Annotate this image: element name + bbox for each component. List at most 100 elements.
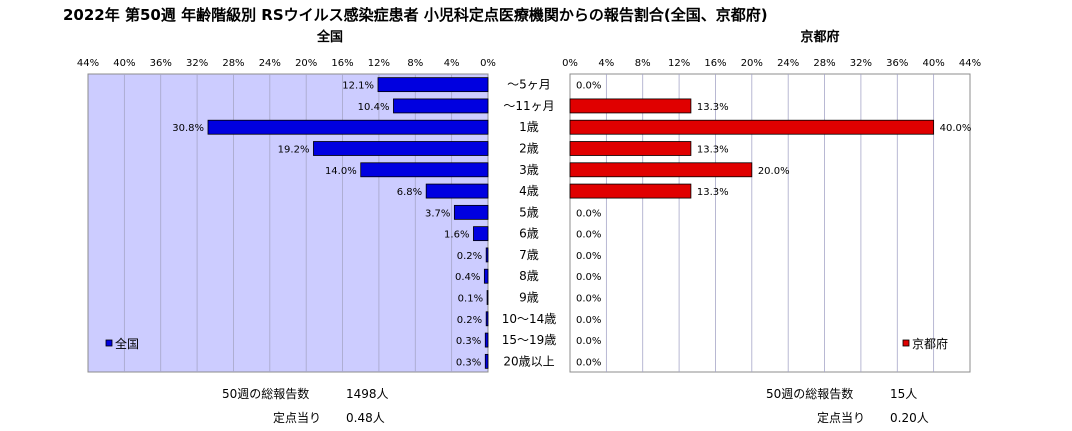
- left-bar: [483, 268, 489, 284]
- right-tick-label: 12%: [668, 58, 690, 69]
- right-bar: [569, 119, 935, 135]
- left-bar: [207, 119, 489, 135]
- right-legend-swatch: [902, 339, 910, 347]
- right-value-label: 0.0%: [576, 251, 601, 262]
- left-value-label: 0.4%: [455, 272, 480, 283]
- left-total-reports-value: 1498人: [346, 387, 389, 401]
- category-labels: ～5ヶ月 ～11ヶ月 1歳 2歳 3歳 4歳 5歳 6歳 7歳 8歳 9歳 10～14歳 15～19歳 2…: [502, 78, 557, 369]
- right-value-label: 0.0%: [576, 208, 601, 219]
- category-label: 20歳以上: [503, 354, 554, 368]
- left-tick-label: 32%: [186, 58, 208, 69]
- left-bar: [486, 290, 489, 305]
- right-per-sentinel-value: 0.20人: [890, 411, 929, 425]
- category-label: 5歳: [519, 205, 539, 219]
- left-value-label: 6.8%: [397, 187, 422, 198]
- left-footer: 50週の総報告数 1498人 定点当り 0.48人: [222, 386, 389, 425]
- right-total-reports-label: 50週の総報告数: [766, 386, 853, 401]
- left-bar: [453, 204, 489, 220]
- left-total-reports-label: 50週の総報告数: [222, 386, 309, 401]
- left-bar: [377, 77, 489, 93]
- left-plot-area: [87, 73, 489, 373]
- left-bar: [425, 183, 489, 199]
- right-bar: [569, 183, 692, 199]
- right-value-label: 0.0%: [576, 230, 601, 241]
- right-axis-ticks: 0% 4% 8% 12% 16% 20% 24% 28% 32% 36% 40% 44%: [562, 58, 981, 69]
- category-label: 3歳: [519, 163, 539, 177]
- right-value-label: 0.0%: [576, 357, 601, 368]
- left-tick-label: 4%: [444, 58, 460, 69]
- category-label: 6歳: [519, 227, 539, 241]
- left-value-label: 0.2%: [457, 315, 482, 326]
- left-tick-label: 12%: [368, 58, 390, 69]
- right-value-label: 0.0%: [576, 272, 601, 283]
- left-value-label: 19.2%: [278, 145, 310, 156]
- left-value-label: 30.8%: [172, 123, 204, 134]
- left-legend-label: 全国: [115, 336, 139, 351]
- right-bar: [569, 141, 692, 156]
- right-value-label: 0.0%: [576, 294, 601, 305]
- left-value-labels: 12.1% 10.4% 30.8% 19.2% 14.0% 6.8%3.7% 1.6% 0.2…: [172, 81, 483, 369]
- left-tick-label: 24%: [259, 58, 281, 69]
- right-bars: [569, 98, 935, 199]
- left-legend-swatch: [105, 339, 113, 347]
- right-plot-area: [569, 73, 971, 373]
- right-chart-title: 京都府: [800, 29, 839, 45]
- left-legend: 全国: [105, 336, 139, 351]
- right-bar: [569, 98, 692, 114]
- category-label: ～11ヶ月: [503, 99, 554, 113]
- left-bar: [484, 332, 489, 348]
- left-bar: [484, 353, 489, 369]
- left-value-label: 1.6%: [444, 230, 469, 241]
- right-tick-label: 44%: [959, 58, 981, 69]
- right-tick-label: 24%: [777, 58, 799, 69]
- right-per-sentinel-label: 定点当り: [817, 410, 865, 425]
- right-tick-label: 36%: [886, 58, 908, 69]
- right-tick-label: 0%: [562, 58, 578, 69]
- left-tick-label: 20%: [295, 58, 317, 69]
- left-per-sentinel-value: 0.48人: [346, 411, 385, 425]
- right-tick-label: 20%: [741, 58, 763, 69]
- category-label: 8歳: [519, 269, 539, 283]
- right-tick-label: 16%: [704, 58, 726, 69]
- left-value-label: 3.7%: [425, 208, 450, 219]
- category-label: 15～19歳: [502, 333, 557, 347]
- right-legend-label: 京都府: [912, 336, 948, 351]
- left-value-label: 0.1%: [458, 294, 483, 305]
- left-value-label: 0.2%: [457, 251, 482, 262]
- left-value-label: 12.1%: [342, 81, 374, 92]
- left-bar: [313, 141, 489, 156]
- category-label: 7歳: [519, 248, 539, 262]
- right-value-label: 13.3%: [697, 187, 729, 198]
- left-chart-title: 全国: [316, 29, 343, 45]
- left-bar: [485, 311, 489, 327]
- category-label: 4歳: [519, 184, 539, 198]
- category-label: 2歳: [519, 142, 539, 156]
- category-label: ～5ヶ月: [507, 78, 551, 92]
- right-tick-label: 4%: [598, 58, 614, 69]
- right-legend: 京都府: [902, 336, 948, 351]
- left-tick-label: 0%: [480, 58, 496, 69]
- left-value-label: 0.3%: [456, 336, 481, 347]
- right-total-reports-value: 15人: [890, 387, 917, 401]
- right-tick-label: 32%: [850, 58, 872, 69]
- left-value-label: 10.4%: [358, 102, 390, 113]
- left-tick-label: 36%: [150, 58, 172, 69]
- right-value-label: 0.0%: [576, 336, 601, 347]
- left-tick-label: 28%: [222, 58, 244, 69]
- left-bar: [473, 226, 489, 242]
- right-tick-label: 28%: [813, 58, 835, 69]
- right-bar: [569, 162, 753, 178]
- left-tick-label: 8%: [407, 58, 423, 69]
- category-label: 10～14歳: [502, 312, 557, 326]
- right-value-label: 13.3%: [697, 145, 729, 156]
- left-tick-label: 40%: [113, 58, 135, 69]
- left-bar: [393, 98, 489, 114]
- right-tick-label: 40%: [923, 58, 945, 69]
- right-value-label: 13.3%: [697, 102, 729, 113]
- left-bars: [207, 77, 489, 369]
- left-bar: [485, 247, 489, 263]
- right-value-labels: 0.0% 13.3% 40.0% 13.3% 20.0% 13.3% 0.0% 0.0% 0.0…: [576, 81, 971, 369]
- left-per-sentinel-label: 定点当り: [273, 410, 321, 425]
- right-value-label: 20.0%: [758, 166, 790, 177]
